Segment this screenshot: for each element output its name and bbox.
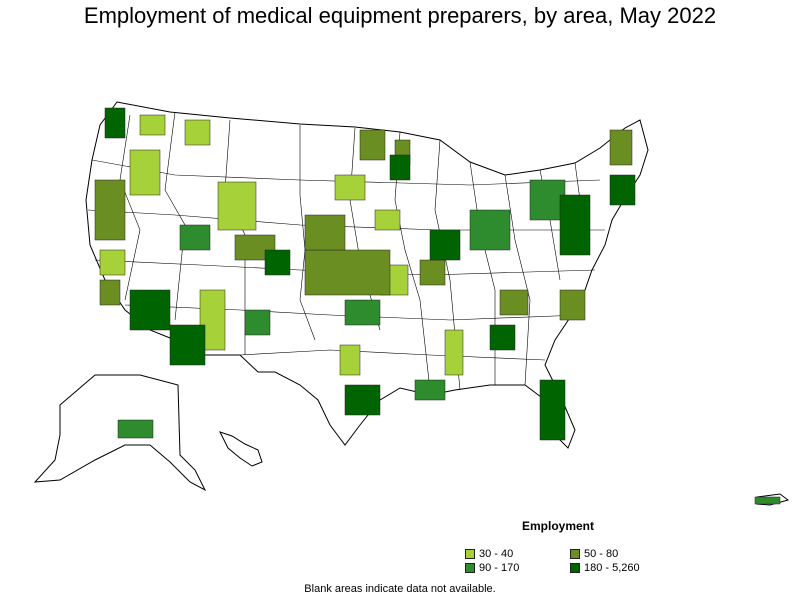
area-180-5260 (264, 249, 291, 276)
area-90-170 (244, 309, 271, 336)
area-90-170 (414, 379, 446, 401)
area-90-170 (179, 224, 211, 251)
legend-label: 50 - 80 (584, 548, 619, 560)
area-180-5260 (344, 384, 381, 416)
area-50-80 (359, 129, 386, 161)
area-50-80 (499, 289, 529, 316)
legend-label: 180 - 5,260 (584, 562, 640, 574)
area-30-40 (129, 149, 161, 196)
area-90-170 (117, 419, 154, 439)
area-30-40 (374, 209, 401, 231)
legend-swatch (570, 563, 580, 573)
area-50-80 (304, 214, 346, 251)
area-30-40 (444, 329, 464, 376)
footnote: Blank areas indicate data not available. (304, 583, 496, 595)
legend-swatch (465, 563, 475, 573)
area-180-5260 (609, 174, 636, 206)
employment-areas (94, 107, 781, 505)
legend-item: 180 - 5,260 (570, 561, 640, 575)
area-90-170 (344, 299, 381, 326)
area-30-40 (184, 119, 211, 146)
area-90-170 (754, 496, 781, 505)
legend-swatch (570, 549, 580, 559)
area-30-40 (334, 174, 366, 201)
legend-title: Employment (522, 519, 595, 533)
area-30-40 (99, 249, 126, 276)
area-180-5260 (169, 324, 206, 366)
area-180-5260 (129, 289, 171, 331)
area-180-5260 (559, 194, 591, 256)
area-90-170 (469, 209, 511, 251)
area-180-5260 (389, 154, 411, 181)
area-50-80 (609, 129, 633, 166)
hawaii (219, 431, 263, 467)
area-50-80 (559, 289, 586, 321)
area-180-5260 (429, 229, 461, 261)
legend-swatch (465, 549, 475, 559)
area-50-80 (94, 179, 126, 241)
legend-label: 90 - 170 (479, 562, 520, 574)
area-30-40 (139, 114, 166, 136)
area-30-40 (339, 344, 361, 376)
area-50-80 (419, 259, 446, 286)
area-180-5260 (539, 379, 566, 441)
area-180-5260 (104, 107, 126, 139)
map-title: Employment of medical equipment preparer… (83, 3, 717, 28)
area-50-80 (304, 249, 391, 296)
legend-item: 90 - 170 (465, 561, 519, 575)
legend-item: 50 - 80 (570, 547, 618, 561)
legend-item: 30 - 40 (465, 547, 513, 561)
area-50-80 (99, 279, 121, 306)
legend-label: 30 - 40 (479, 548, 514, 560)
area-30-40 (217, 181, 257, 231)
area-180-5260 (489, 324, 516, 351)
